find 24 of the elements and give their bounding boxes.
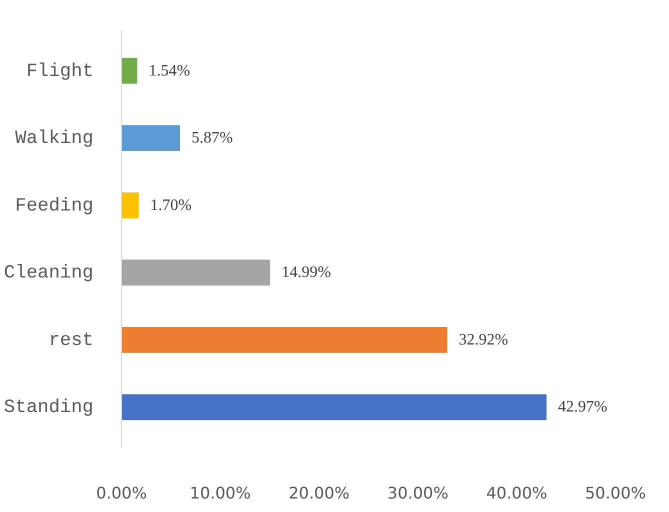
x-tick-label: 50.00% [584,484,646,502]
x-tick-label: 20.00% [288,484,350,502]
bar [122,192,139,218]
x-tick-label: 10.00% [190,484,251,502]
bar [122,125,180,152]
x-tick-label: 40.00% [486,484,548,502]
data-label: 14.99% [282,264,331,282]
x-tick-label: 0.00% [96,484,147,502]
data-label: 1.54% [148,62,190,80]
y-tick-label: Feeding [15,194,94,216]
y-tick-label: Flight [26,60,94,82]
x-tick-label: 30.00% [387,484,448,502]
data-label: 32.92% [458,331,508,348]
bar [122,58,138,84]
data-label: 1.70% [150,196,192,214]
y-tick-label: rest [48,328,94,351]
bar [122,260,270,286]
data-label: 42.97% [558,398,608,416]
y-tick-label: Standing [4,396,94,418]
bar [122,326,448,353]
bar [122,394,547,420]
data-label: 5.87% [191,130,233,147]
y-tick-label: Cleaning [4,262,94,284]
y-tick-label: Walking [15,127,94,150]
